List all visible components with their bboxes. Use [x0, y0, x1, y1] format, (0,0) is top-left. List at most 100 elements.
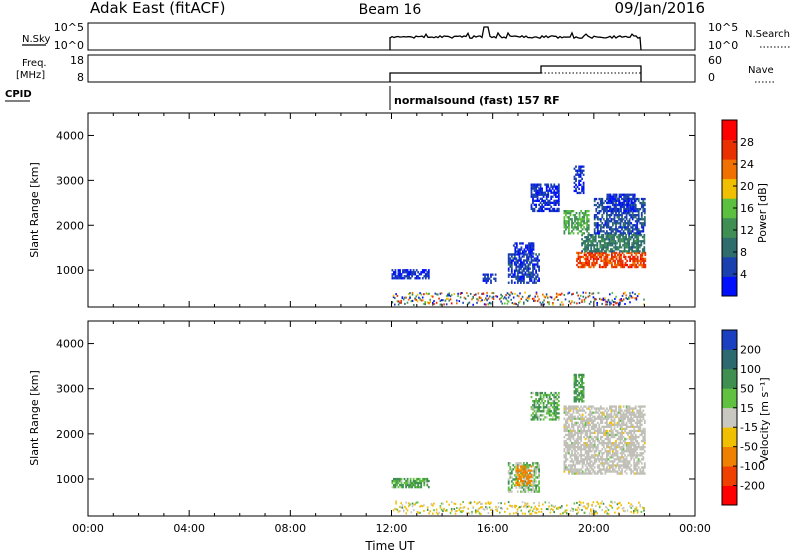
heatmap-cell: [538, 398, 540, 401]
heatmap-cell: [636, 423, 639, 426]
heatmap-cell: [624, 195, 627, 198]
heatmap-cell: [596, 224, 599, 227]
heatmap-cell: [585, 261, 587, 265]
heatmap-cell: [524, 467, 527, 470]
heatmap-cell: [530, 187, 533, 190]
heatmap-cell: [602, 417, 605, 420]
heatmap-cell: [607, 433, 610, 437]
heatmap-cell: [578, 470, 581, 473]
clutter-cell: [433, 509, 435, 512]
heatmap-cell: [575, 421, 578, 424]
heatmap-cell: [580, 218, 582, 221]
clutter-cell: [561, 292, 563, 295]
heatmap-cell: [616, 458, 619, 461]
heatmap-cell: [579, 171, 582, 174]
heatmap-cell: [618, 446, 620, 449]
heatmap-cell: [593, 431, 596, 435]
heatmap-cell: [610, 240, 612, 243]
heatmap-cell: [520, 279, 522, 282]
heatmap-cell: [614, 248, 617, 251]
heatmap-cell: [563, 423, 566, 426]
heatmap-cell: [539, 410, 542, 413]
heatmap-cell: [529, 275, 531, 278]
clutter-cell: [486, 294, 488, 297]
heatmap-cell: [642, 206, 645, 209]
heatmap-cell: [595, 423, 598, 426]
heatmap-cell: [527, 275, 530, 278]
heatmap-cell: [529, 267, 531, 270]
heatmap-cell: [583, 429, 585, 433]
heatmap-cell: [609, 448, 611, 451]
heatmap-cell: [618, 464, 620, 467]
clutter-cell: [459, 503, 462, 506]
heatmap-cell: [406, 271, 409, 274]
clutter-cell: [449, 295, 452, 298]
heatmap-cell: [576, 171, 579, 174]
heatmap-cell: [619, 234, 621, 237]
heatmap-cell: [520, 465, 522, 468]
heatmap-cell: [572, 415, 575, 418]
heatmap-cell: [637, 405, 640, 408]
heatmap-cell: [618, 216, 620, 219]
heatmap-cell: [584, 242, 586, 245]
heatmap-cell: [573, 384, 576, 387]
heatmap-cell: [574, 218, 576, 221]
clutter-cell: [563, 511, 566, 513]
heatmap-cell: [593, 466, 596, 469]
heatmap-cell: [523, 479, 525, 482]
clutter-cell: [596, 501, 598, 503]
clutter-cell: [634, 297, 636, 300]
heatmap-cell: [627, 431, 629, 435]
clutter-cell: [561, 505, 563, 508]
heatmap-cell: [619, 222, 622, 225]
heatmap-cell: [538, 279, 540, 282]
heatmap-cell: [538, 265, 540, 268]
heatmap-cell: [581, 373, 583, 377]
clutter-cell: [409, 295, 411, 298]
clutter-cell: [411, 505, 414, 508]
clutter-cell: [472, 303, 474, 306]
heatmap-cell: [579, 167, 582, 170]
heatmap-cell: [403, 481, 406, 485]
heatmap-cell: [624, 209, 627, 213]
heatmap-cell: [584, 470, 587, 473]
heatmap-cell: [606, 214, 608, 217]
heatmap-cell: [625, 407, 628, 410]
clutter-cell: [628, 296, 630, 299]
heatmap-cell: [612, 255, 615, 259]
heatmap-cell: [519, 248, 521, 251]
heatmap-cell: [551, 207, 554, 211]
heatmap-cell: [523, 462, 525, 465]
heatmap-cell: [553, 185, 556, 188]
clutter-cell: [392, 296, 395, 299]
clutter-cell: [614, 297, 616, 300]
heatmap-cell: [569, 413, 572, 416]
heatmap-cell: [592, 263, 595, 267]
heatmap-cell: [612, 462, 614, 465]
clutter-cell: [577, 506, 579, 509]
heatmap-cell: [596, 456, 599, 459]
clutter-cell: [482, 508, 485, 511]
heatmap-cell: [414, 486, 417, 489]
heatmap-cell: [585, 244, 588, 247]
heatmap-cell: [610, 466, 613, 469]
heatmap-cell: [588, 234, 591, 237]
heatmap-cell: [640, 234, 643, 237]
heatmap-cell: [623, 250, 626, 253]
heatmap-cell: [581, 228, 584, 231]
heatmap-cell: [518, 257, 521, 260]
clutter-cell: [391, 301, 394, 304]
clutter-cell: [529, 509, 531, 512]
heatmap-cell: [510, 472, 513, 475]
heatmap-cell: [408, 273, 410, 276]
heatmap-cell: [547, 203, 550, 206]
heatmap-cell: [532, 412, 534, 415]
heatmap-cell: [393, 486, 395, 489]
heatmap-cell: [630, 435, 633, 439]
clutter-cell: [495, 295, 497, 298]
heatmap-cell: [598, 197, 601, 201]
heatmap-cell: [640, 466, 643, 469]
heatmap-cell: [633, 407, 636, 410]
clutter-cell: [461, 511, 463, 514]
heatmap-cell: [548, 402, 551, 405]
